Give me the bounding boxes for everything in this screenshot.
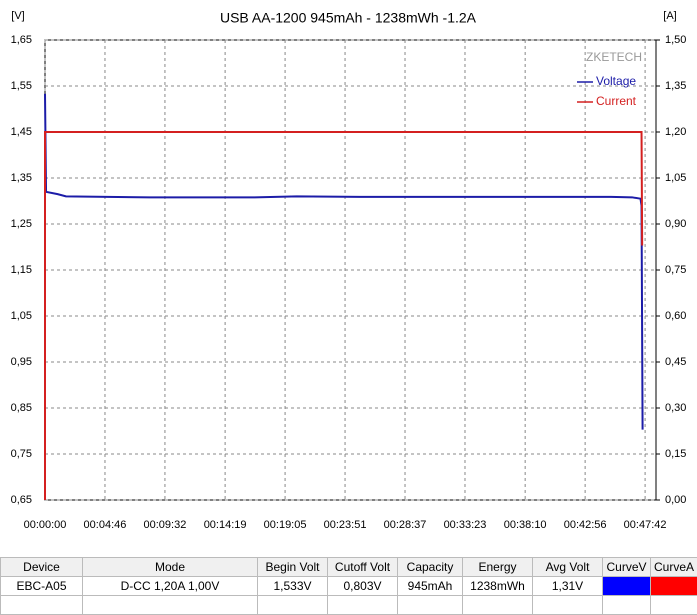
y2-tick-label: 1,35 [665,80,686,92]
cell: Cutoff Volt [328,558,398,577]
cell [603,596,651,615]
legend-label: Current [596,94,637,108]
cell [83,596,258,615]
cell [258,596,328,615]
cell: 0,803V [328,577,398,596]
curve-color [603,577,651,596]
x-tick-label: 00:42:56 [564,519,607,531]
y2-tick-label: 1,05 [665,172,686,184]
cell: CurveV [603,558,651,577]
cell: 945mAh [398,577,463,596]
y2-tick-label: 0,45 [665,356,686,368]
chart-title: USB AA-1200 945mAh - 1238mWh -1.2A [220,10,477,26]
y2-tick-label: 1,20 [665,126,686,138]
y2-tick-label: 0,30 [665,402,686,414]
y2-tick-label: 0,75 [665,264,686,276]
x-tick-label: 00:04:46 [84,519,127,531]
x-tick-label: 00:14:19 [204,519,247,531]
y-axis-label: [V] [11,10,24,22]
cell: Device [1,558,83,577]
cell: Mode [83,558,258,577]
chart: USB AA-1200 945mAh - 1238mWh -1.2A [V] [… [0,0,697,552]
cell: 1,533V [258,577,328,596]
curve-color [651,577,697,596]
y-tick-label: 1,55 [11,80,32,92]
y-tick-label: 1,45 [11,126,32,138]
y-tick-label: 0,75 [11,448,32,460]
cell [463,596,533,615]
cell: Avg Volt [533,558,603,577]
cell: D-CC 1,20A 1,00V [83,577,258,596]
y-tick-label: 0,65 [11,494,32,506]
cell [398,596,463,615]
y-tick-label: 1,35 [11,172,32,184]
cell: 1238mWh [463,577,533,596]
y-tick-label: 0,85 [11,402,32,414]
x-tick-label: 00:47:42 [624,519,667,531]
cell: CurveA [651,558,697,577]
cell [651,596,697,615]
x-tick-label: 00:23:51 [324,519,367,531]
cell [1,596,83,615]
x-tick-label: 00:19:05 [264,519,307,531]
y2-tick-label: 0,60 [665,310,686,322]
y-tick-label: 1,65 [11,34,32,46]
y-tick-label: 1,15 [11,264,32,276]
cell [328,596,398,615]
y-tick-label: 1,05 [11,310,32,322]
cell: Begin Volt [258,558,328,577]
x-tick-label: 00:09:32 [144,519,187,531]
x-tick-label: 00:00:00 [24,519,67,531]
y2-tick-label: 0,90 [665,218,686,230]
x-tick-label: 00:28:37 [384,519,427,531]
y2-axis-label: [A] [663,10,676,22]
cell [533,596,603,615]
y2-tick-label: 1,50 [665,34,686,46]
cell: Energy [463,558,533,577]
cell: 1,31V [533,577,603,596]
x-tick-label: 00:33:23 [444,519,487,531]
y-tick-label: 0,95 [11,356,32,368]
cell: Capacity [398,558,463,577]
watermark: ZKETECH [586,50,642,64]
x-tick-label: 00:38:10 [504,519,547,531]
y2-tick-label: 0,15 [665,448,686,460]
legend-label: Voltage [596,74,636,88]
y-tick-label: 1,25 [11,218,32,230]
y2-tick-label: 0,00 [665,494,686,506]
cell: EBC-A05 [1,577,83,596]
